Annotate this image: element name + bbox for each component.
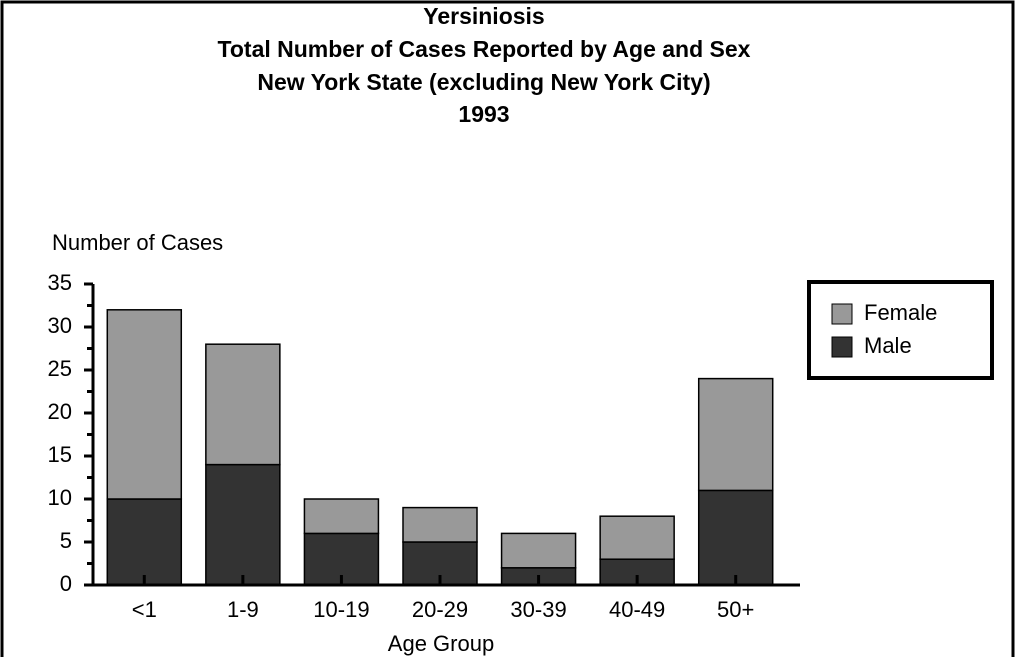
bar-segment (205, 343, 281, 466)
x-tick-label: 1-9 (227, 597, 259, 622)
chart-title: New York State (excluding New York City) (257, 69, 710, 95)
bar-segment (303, 498, 380, 535)
y-tick-label: 25 (48, 356, 72, 381)
y-tick-label: 20 (48, 399, 72, 424)
y-tick-label: 35 (48, 270, 72, 295)
y-tick-label: 0 (60, 571, 72, 596)
chart-title: 1993 (458, 101, 509, 127)
bar-segment (697, 377, 774, 492)
bar-segment (599, 515, 675, 560)
y-tick-label: 10 (48, 485, 72, 510)
x-tick-label: 20-29 (412, 597, 468, 622)
chart-title: Total Number of Cases Reported by Age an… (218, 36, 751, 62)
bar-segment (697, 489, 774, 586)
x-tick-label: 40-49 (609, 597, 665, 622)
bar-segment (500, 532, 577, 569)
bar-segment (106, 498, 183, 586)
legend-box (807, 280, 994, 380)
x-axis-label: Age Group (388, 631, 494, 656)
bar-segment (106, 309, 183, 500)
legend-swatch (831, 336, 853, 358)
bar-segment (205, 463, 281, 586)
x-tick-label: 10-19 (313, 597, 369, 622)
legend-swatch (831, 303, 853, 325)
chart-title: Yersiniosis (423, 3, 544, 29)
x-tick-label: 30-39 (510, 597, 566, 622)
legend-label: Male (864, 333, 912, 358)
bar-segment (402, 506, 478, 543)
legend-label: Female (864, 300, 937, 325)
y-tick-label: 15 (48, 442, 72, 467)
y-tick-label: 5 (60, 528, 72, 553)
x-tick-label: <1 (132, 597, 157, 622)
y-tick-label: 30 (48, 313, 72, 338)
y-axis-label: Number of Cases (52, 230, 223, 255)
x-tick-label: 50+ (717, 597, 754, 622)
